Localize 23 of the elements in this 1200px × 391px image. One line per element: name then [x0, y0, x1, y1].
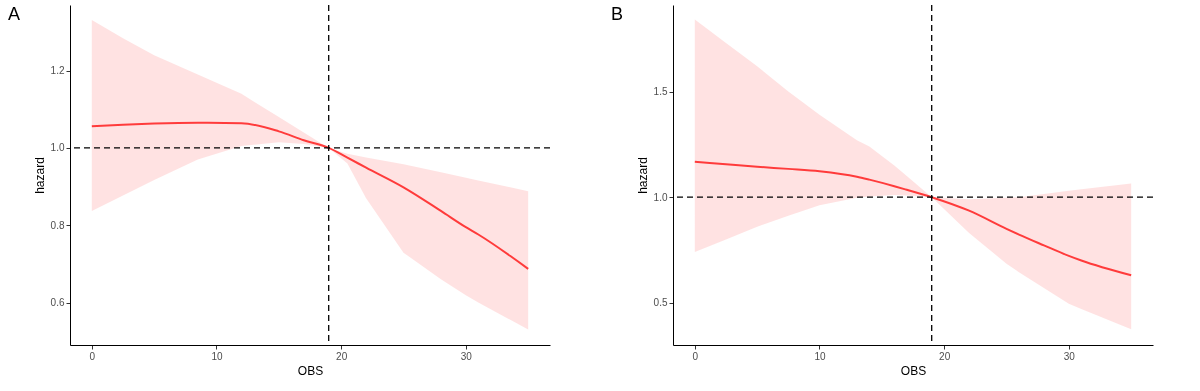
y-axis-title: hazard	[635, 157, 650, 194]
chart-title: A	[8, 4, 21, 25]
y-tick-label: 1.0	[50, 142, 65, 154]
y-tick-label: 0.6	[50, 297, 65, 308]
y-axis-title: hazard	[32, 157, 47, 194]
x-tick-label: 30	[1063, 350, 1076, 362]
line-series	[693, 160, 1133, 277]
x-tick-label: 0	[692, 350, 699, 362]
y-tick-label: 0.8	[50, 219, 65, 231]
x-tick-label: 10	[814, 350, 826, 362]
x-axis-title: OBS	[900, 363, 927, 378]
y-tick-label: 1.5	[653, 86, 668, 98]
x-tick-label: 0	[89, 350, 96, 362]
x-tick-label: 10	[211, 350, 223, 362]
y-tick-label: 0.5	[653, 297, 668, 309]
chart-title: B	[611, 4, 624, 25]
x-axis-title: OBS	[297, 363, 324, 378]
x-tick-label: 30	[460, 350, 473, 362]
x-tick-label: 20	[336, 350, 348, 362]
line-series	[90, 121, 530, 270]
x-tick-label: 20	[939, 350, 951, 362]
y-tick-label: 1.0	[653, 191, 668, 203]
y-tick-label: 1.2	[50, 65, 65, 77]
